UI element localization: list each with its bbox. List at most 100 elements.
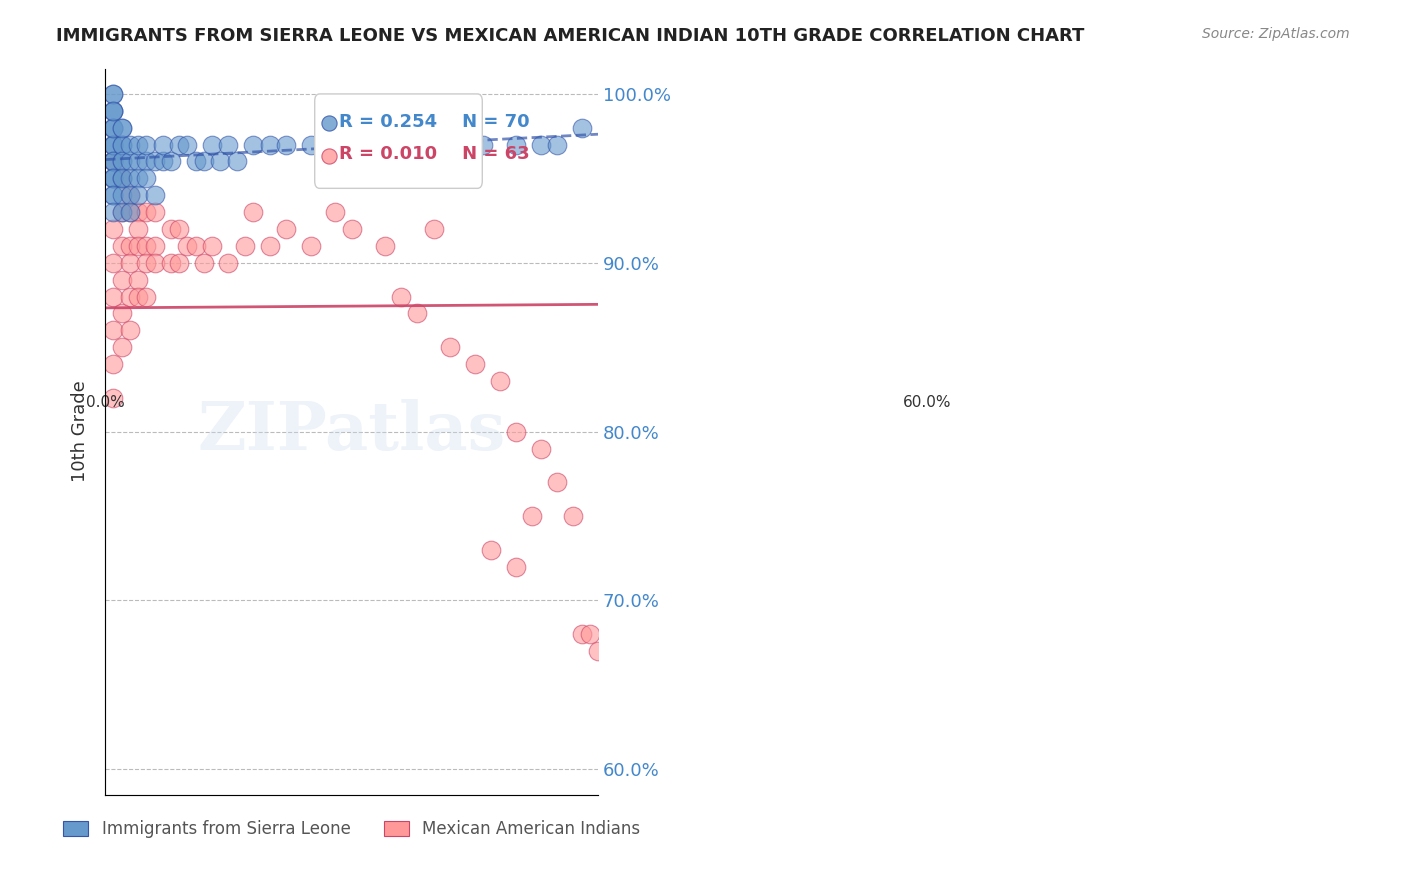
Point — [118, 256, 141, 270]
Text: 60.0%: 60.0% — [903, 395, 950, 410]
Point — [118, 205, 141, 219]
Point — [111, 340, 134, 354]
Point — [546, 137, 568, 152]
Point — [167, 256, 190, 270]
Point — [242, 205, 264, 219]
Point — [127, 272, 149, 286]
Point — [135, 154, 157, 169]
Point — [127, 188, 149, 202]
Point — [299, 137, 322, 152]
Point — [111, 272, 134, 286]
Point — [103, 205, 125, 219]
Point — [571, 627, 593, 641]
Point — [111, 171, 134, 186]
Point — [193, 256, 215, 270]
Point — [167, 222, 190, 236]
Point — [135, 239, 157, 253]
Point — [274, 137, 297, 152]
Point — [143, 256, 166, 270]
Point — [217, 137, 239, 152]
Point — [143, 188, 166, 202]
Point — [160, 154, 183, 169]
Point — [505, 425, 527, 439]
Point — [103, 188, 125, 202]
Point — [143, 239, 166, 253]
Point — [103, 188, 125, 202]
Point — [233, 239, 256, 253]
Point — [447, 137, 470, 152]
Point — [103, 171, 125, 186]
Point — [423, 222, 446, 236]
Point — [152, 137, 174, 152]
Point — [103, 103, 125, 118]
Point — [103, 137, 125, 152]
Point — [127, 239, 149, 253]
Point — [184, 239, 207, 253]
Point — [103, 154, 125, 169]
Point — [103, 154, 125, 169]
Point — [103, 103, 125, 118]
Point — [472, 137, 495, 152]
Point — [103, 87, 125, 101]
Point — [103, 137, 125, 152]
Point — [103, 87, 125, 101]
Point — [562, 509, 585, 524]
Point — [111, 120, 134, 135]
FancyBboxPatch shape — [315, 94, 482, 188]
Point — [111, 171, 134, 186]
Text: R = 0.254    N = 70: R = 0.254 N = 70 — [339, 112, 530, 130]
Point — [118, 239, 141, 253]
Point — [505, 559, 527, 574]
Point — [340, 222, 363, 236]
Point — [160, 256, 183, 270]
Point — [176, 137, 198, 152]
Point — [167, 137, 190, 152]
Point — [118, 205, 141, 219]
Point — [323, 137, 346, 152]
Legend: Immigrants from Sierra Leone, Mexican American Indians: Immigrants from Sierra Leone, Mexican Am… — [56, 814, 647, 845]
Point — [103, 289, 125, 303]
Text: 0.0%: 0.0% — [86, 395, 125, 410]
Point — [103, 222, 125, 236]
Point — [571, 120, 593, 135]
Point — [127, 154, 149, 169]
Y-axis label: 10th Grade: 10th Grade — [72, 381, 89, 483]
Point — [488, 374, 510, 388]
Text: R = 0.010    N = 63: R = 0.010 N = 63 — [339, 145, 530, 163]
Point — [111, 188, 134, 202]
Point — [586, 644, 609, 658]
Point — [389, 289, 412, 303]
Point — [579, 627, 602, 641]
Point — [111, 154, 134, 169]
Point — [103, 256, 125, 270]
Point — [193, 154, 215, 169]
Point — [366, 137, 388, 152]
Point — [127, 137, 149, 152]
Point — [373, 239, 395, 253]
Point — [468, 213, 491, 227]
Point — [505, 137, 527, 152]
Point — [111, 154, 134, 169]
Point — [103, 154, 125, 169]
Point — [201, 239, 224, 253]
Point — [340, 137, 363, 152]
Point — [103, 171, 125, 186]
Point — [464, 357, 486, 371]
Point — [299, 239, 322, 253]
Point — [135, 137, 157, 152]
Point — [111, 137, 134, 152]
Point — [439, 340, 461, 354]
Point — [111, 137, 134, 152]
Point — [135, 171, 157, 186]
Point — [111, 205, 134, 219]
Point — [209, 154, 232, 169]
Point — [389, 137, 412, 152]
Point — [103, 137, 125, 152]
Point — [135, 205, 157, 219]
Point — [118, 171, 141, 186]
Point — [259, 239, 281, 253]
Point — [530, 137, 553, 152]
Text: Source: ZipAtlas.com: Source: ZipAtlas.com — [1202, 27, 1350, 41]
Point — [118, 188, 141, 202]
Text: ZIPatlas: ZIPatlas — [198, 399, 506, 464]
